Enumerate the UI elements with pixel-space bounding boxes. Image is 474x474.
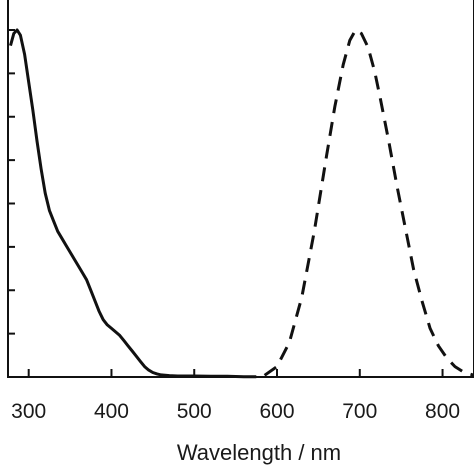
x-tick-label-3: 600 bbox=[259, 400, 294, 423]
y-axis-ticks bbox=[8, 29, 15, 378]
dashed-series-line bbox=[263, 28, 474, 377]
x-tick-label-2: 500 bbox=[177, 400, 212, 423]
x-tick-label-0: 300 bbox=[11, 400, 46, 423]
solid-series-line bbox=[9, 28, 257, 379]
x-axis-label: Wavelength / nm bbox=[177, 440, 341, 465]
x-tick-label-4: 700 bbox=[342, 400, 377, 423]
series-group bbox=[9, 28, 474, 379]
plot-frame bbox=[7, 0, 474, 378]
x-tick-label-1: 400 bbox=[94, 400, 129, 423]
x-axis-ticks: 300 400 500 600 700 800 bbox=[11, 369, 460, 423]
x-tick-label-5: 800 bbox=[425, 400, 460, 423]
